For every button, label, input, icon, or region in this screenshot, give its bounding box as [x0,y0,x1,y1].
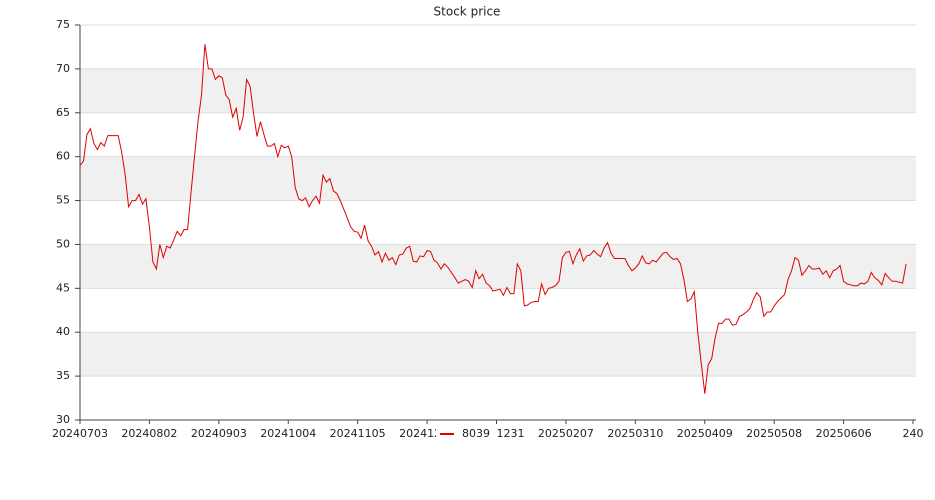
x-tick-label: 20240903 [191,427,247,440]
y-tick-label: 55 [56,194,70,207]
y-tick-label: 40 [56,325,70,338]
grid-band [80,156,916,201]
x-tick-label: 20241004 [260,427,316,440]
grid-band [80,68,916,113]
y-tick-label: 30 [56,413,70,426]
x-tick-label: 20240703 [52,427,108,440]
x-tick-label: 20241105 [330,427,386,440]
x-tick-label: 20250310 [607,427,663,440]
x-tick-label: 20250606 [816,427,872,440]
grid-band [80,244,916,289]
y-tick-label: 45 [56,281,70,294]
y-tick-label: 50 [56,237,70,250]
x-tick-label: 20250409 [677,427,733,440]
legend-label: 8039 [462,427,490,440]
y-tick-label: 75 [56,18,70,31]
grid-band [80,332,916,377]
legend-box [436,426,496,442]
y-tick-label: 70 [56,62,70,75]
y-tick-label: 65 [56,106,70,119]
y-tick-label: 35 [56,369,70,382]
price-line [79,44,907,394]
x-tick-label: 20240802 [121,427,177,440]
y-tick-label: 60 [56,150,70,163]
x-tick-label: 240 [903,427,924,440]
x-tick-label: 20250508 [746,427,802,440]
chart-title: Stock price [434,5,501,19]
x-tick-label: 20250207 [538,427,594,440]
